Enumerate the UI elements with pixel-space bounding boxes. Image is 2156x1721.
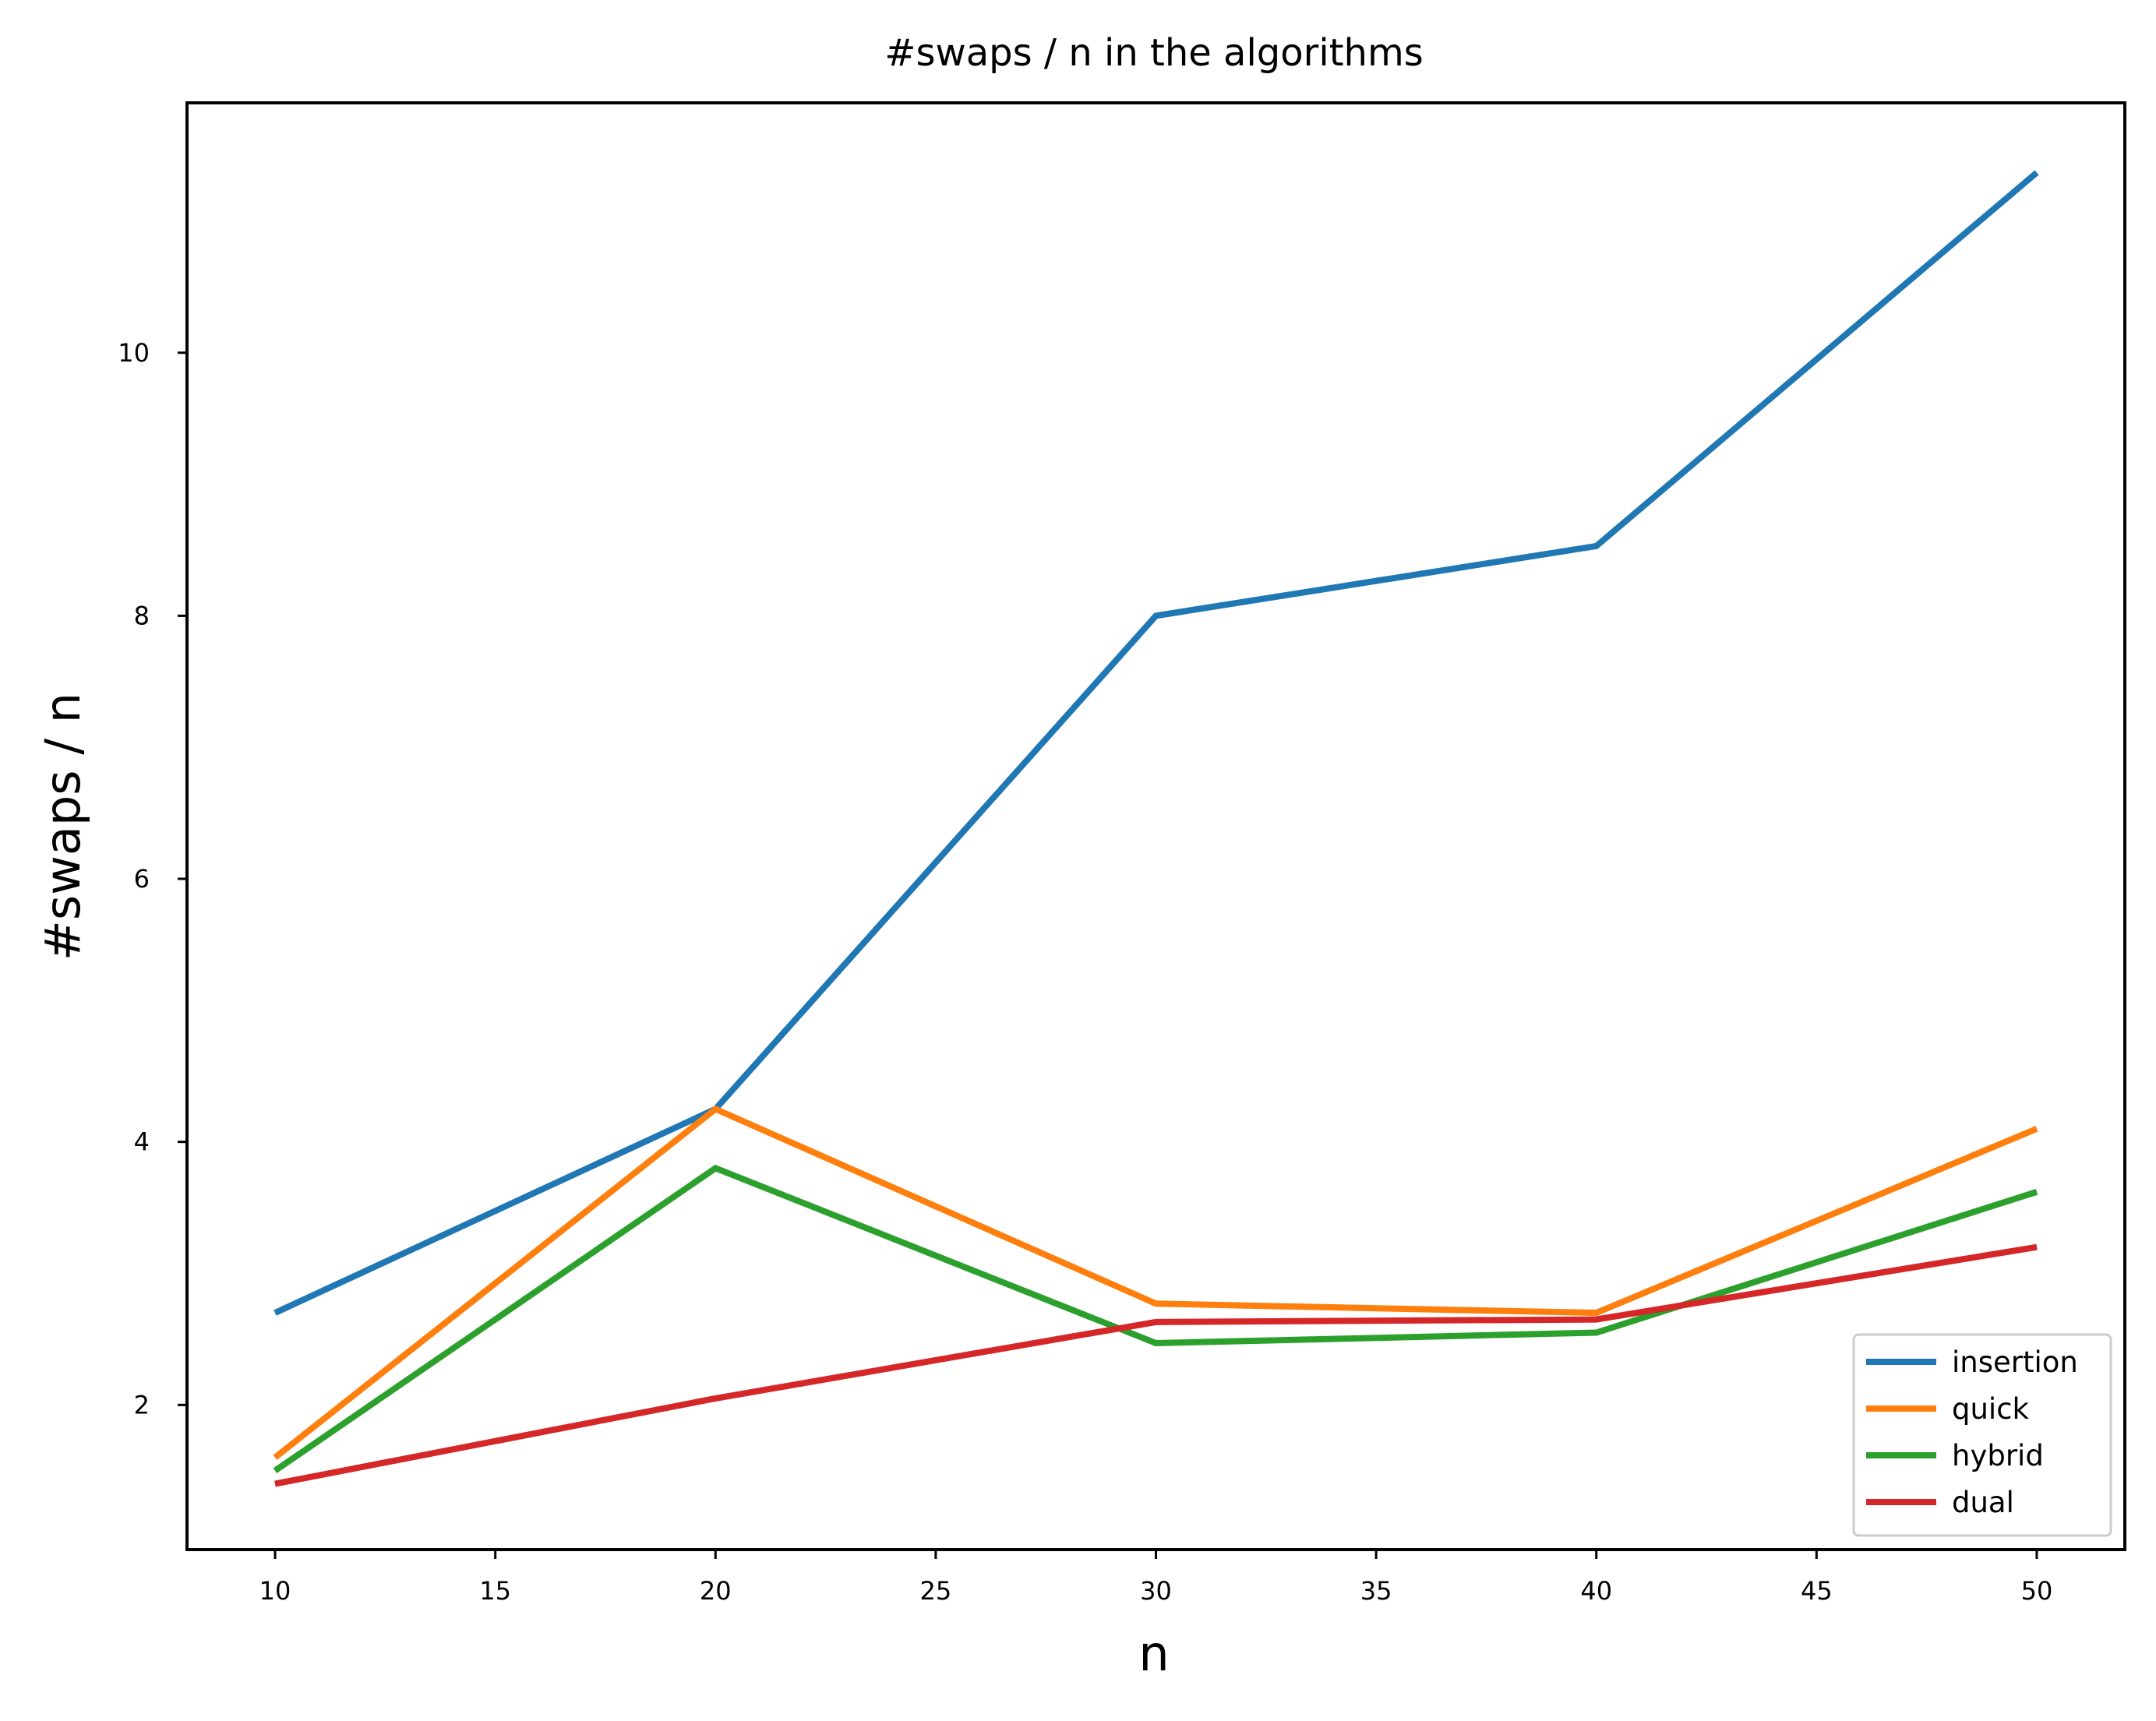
y-tick-label: 6	[134, 864, 150, 894]
x-tick-label: 10	[259, 1576, 291, 1606]
x-tick-label: 45	[1801, 1576, 1833, 1606]
y-tick-label: 4	[134, 1127, 150, 1157]
x-axis: 10 15 20 25 30 35 40 45 50	[259, 1550, 2053, 1606]
legend-label: quick	[1952, 1392, 2030, 1426]
x-tick-label: 40	[1580, 1576, 1612, 1606]
y-tick-label: 2	[134, 1390, 150, 1419]
plot-area	[273, 170, 2039, 1487]
x-tick-label: 30	[1140, 1576, 1172, 1606]
y-axis: 2 4 6 8 10	[118, 338, 187, 1419]
legend-label: insertion	[1952, 1345, 2078, 1379]
y-tick-label: 10	[118, 338, 150, 368]
legend-box	[1852, 1333, 2112, 1537]
chart-title: #swaps / n in the algorithms	[884, 31, 1423, 75]
y-tick-label: 8	[134, 601, 150, 630]
series-line-insertion	[273, 170, 2039, 1316]
x-tick-label: 25	[920, 1576, 952, 1606]
legend-label: hybrid	[1952, 1439, 2044, 1472]
legend: insertion quick hybrid dual	[1852, 1333, 2112, 1537]
x-tick-label: 15	[479, 1576, 511, 1606]
x-tick-label: 35	[1360, 1576, 1392, 1606]
x-tick-label: 20	[700, 1576, 732, 1606]
legend-label: dual	[1952, 1486, 2014, 1519]
series-line-quick	[273, 1105, 2038, 1460]
y-axis-label: #swaps / n	[34, 693, 91, 961]
series-line-hybrid	[273, 1164, 2038, 1473]
x-axis-label: n	[1138, 1625, 1169, 1682]
series-line-dual	[274, 1243, 2038, 1487]
x-tick-label: 50	[2021, 1576, 2053, 1606]
